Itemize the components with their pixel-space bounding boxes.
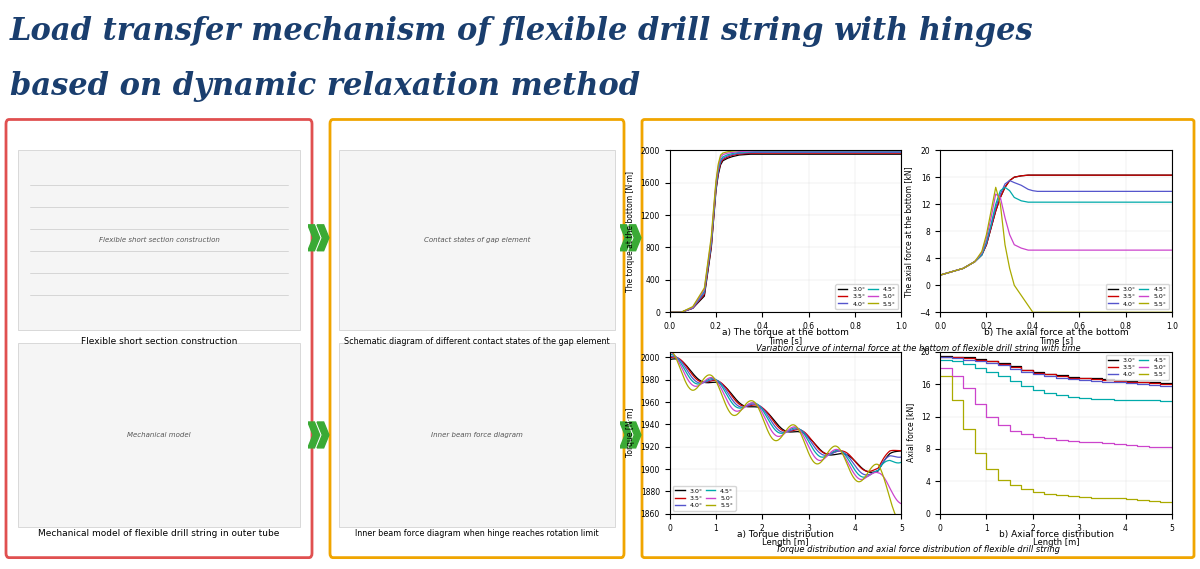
Text: Torque distribution and axial force distribution of flexible drill string: Torque distribution and axial force dist… (776, 545, 1060, 554)
X-axis label: Length [m]: Length [m] (762, 538, 809, 547)
Polygon shape (629, 225, 641, 251)
Text: Flexible short section construction: Flexible short section construction (98, 237, 220, 243)
Text: Load transfer mechanism of flexible drill string with hinges: Load transfer mechanism of flexible dril… (10, 15, 1033, 47)
Polygon shape (620, 225, 631, 251)
Polygon shape (317, 225, 329, 251)
X-axis label: Time [s]: Time [s] (768, 336, 803, 345)
Text: Variation curve of internal force at the bottom of flexible drill string with ti: Variation curve of internal force at the… (756, 344, 1080, 353)
Legend: 3.0°, 3.5°, 4.0°, 4.5°, 5.0°, 5.5°: 3.0°, 3.5°, 4.0°, 4.5°, 5.0°, 5.5° (1106, 355, 1169, 380)
Polygon shape (629, 422, 641, 448)
Text: b) The axial force at the bottom: b) The axial force at the bottom (984, 328, 1128, 337)
X-axis label: Length [m]: Length [m] (1033, 538, 1079, 547)
Polygon shape (620, 422, 631, 448)
Y-axis label: Torque [N·m]: Torque [N·m] (626, 408, 635, 457)
Polygon shape (317, 422, 329, 448)
Text: Contact states of gap element: Contact states of gap element (424, 237, 530, 243)
FancyBboxPatch shape (330, 119, 624, 558)
Text: a) Torque distribution: a) Torque distribution (737, 530, 834, 539)
FancyBboxPatch shape (18, 343, 300, 527)
Text: Mechanical model: Mechanical model (127, 432, 191, 438)
FancyBboxPatch shape (6, 119, 312, 558)
Legend: 3.0°, 3.5°, 4.0°, 4.5°, 5.0°, 5.5°: 3.0°, 3.5°, 4.0°, 4.5°, 5.0°, 5.5° (835, 284, 899, 309)
Y-axis label: The torque at the bottom [N·m]: The torque at the bottom [N·m] (626, 171, 635, 292)
Text: Flexible short section construction: Flexible short section construction (80, 337, 238, 346)
Polygon shape (307, 422, 319, 448)
Text: Schematic diagram of different contact states of the gap element: Schematic diagram of different contact s… (344, 337, 610, 346)
Text: Inner beam force diagram when hinge reaches rotation limit: Inner beam force diagram when hinge reac… (355, 529, 599, 538)
Text: based on dynamic relaxation method: based on dynamic relaxation method (10, 71, 640, 102)
Text: a) The torque at the bottom: a) The torque at the bottom (722, 328, 848, 337)
Legend: 3.0°, 3.5°, 4.0°, 4.5°, 5.0°, 5.5°: 3.0°, 3.5°, 4.0°, 4.5°, 5.0°, 5.5° (673, 486, 736, 511)
Text: b) Axial force distribution: b) Axial force distribution (998, 530, 1114, 539)
X-axis label: Time [s]: Time [s] (1039, 336, 1073, 345)
Y-axis label: Axial force [kN]: Axial force [kN] (906, 403, 916, 463)
Y-axis label: The axial force at the bottom [kN]: The axial force at the bottom [kN] (905, 166, 913, 296)
Text: Mechanical model of flexible drill string in outer tube: Mechanical model of flexible drill strin… (38, 529, 280, 538)
Text: Inner beam force diagram: Inner beam force diagram (431, 432, 523, 438)
Legend: 3.0°, 3.5°, 4.0°, 4.5°, 5.0°, 5.5°: 3.0°, 3.5°, 4.0°, 4.5°, 5.0°, 5.5° (1106, 284, 1169, 309)
FancyBboxPatch shape (642, 119, 1194, 558)
Polygon shape (307, 225, 319, 251)
FancyBboxPatch shape (338, 150, 616, 330)
FancyBboxPatch shape (338, 343, 616, 527)
FancyBboxPatch shape (18, 150, 300, 330)
